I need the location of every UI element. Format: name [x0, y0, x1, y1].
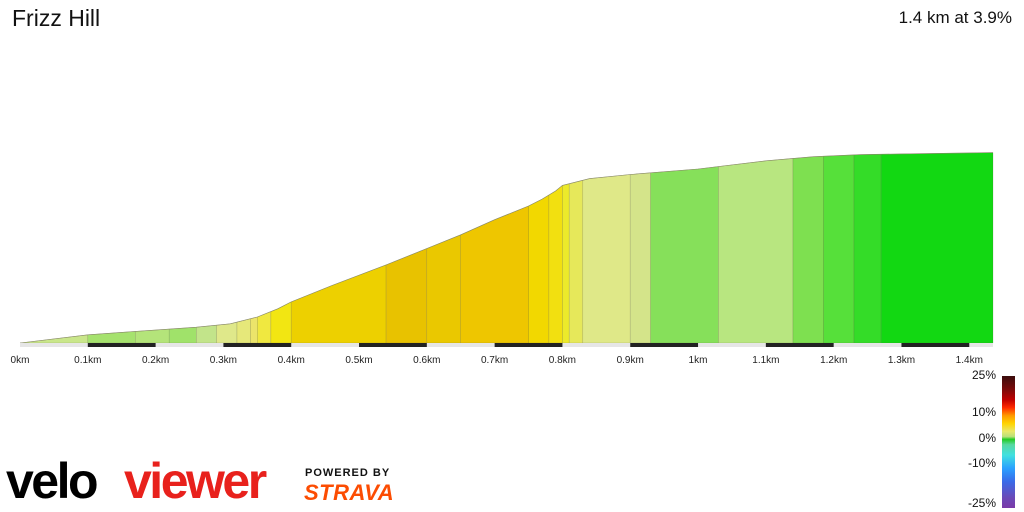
gradient-segment-9: [270, 301, 292, 344]
axis-band-dark-3: [223, 343, 292, 347]
gradient-segment-18: [582, 174, 631, 344]
x-tick-label-9: 0.9km: [617, 355, 644, 366]
x-tick-label-5: 0.5km: [345, 355, 372, 366]
axis-band-dark-13: [901, 343, 970, 347]
legend-color-bar: [1002, 376, 1015, 508]
gradient-segment-13: [460, 205, 529, 344]
gradient-segment-23: [823, 154, 855, 344]
elevation-profile-chart: 0km 0.1km 0.2km 0.3km 0.4km 0.5km 0.6km 0.7km 0.…: [11, 152, 994, 366]
gradient-segment-5: [216, 321, 238, 344]
gradient-segment-14: [528, 194, 550, 344]
gradient-segment-7: [250, 316, 258, 344]
legend-label-0: 0%: [978, 431, 996, 445]
axis-band-dark-5: [359, 343, 427, 347]
x-tick-label-3: 0.3km: [210, 355, 237, 366]
legend-label-10: 10%: [971, 405, 996, 419]
x-tick-label-11: 1.1km: [752, 355, 779, 366]
axis-band-dark-1: [87, 343, 156, 347]
gradient-segment-19: [629, 172, 651, 344]
veloviewer-strava-branding: velo viewer POWERED BY STRAVA: [6, 450, 426, 510]
x-tick-label-1: 0.1km: [74, 355, 101, 366]
gradient-segment-20: [650, 166, 719, 344]
gradient-segment-25: [880, 152, 994, 344]
segment-summary: 1.4 km at 3.9%: [898, 8, 1012, 27]
gradient-segment-16: [562, 183, 570, 344]
x-tick-label-14: 1.4km: [956, 355, 983, 366]
powered-by-label: POWERED BY: [305, 467, 391, 479]
legend-label-minus10: -10%: [967, 456, 996, 470]
x-tick-label-13: 1.3km: [888, 355, 915, 366]
gradient-segment-4: [196, 324, 217, 344]
x-tick-label-10: 1km: [689, 355, 708, 366]
veloviewer-logo-velo: velo: [6, 453, 99, 509]
distance-axis: 0km 0.1km 0.2km 0.3km 0.4km 0.5km 0.6km 0.7km 0.…: [11, 343, 993, 366]
x-tick-label-6: 0.6km: [413, 355, 440, 366]
gradient-segment-21: [718, 158, 794, 344]
legend-label-minus25: -25%: [967, 496, 996, 510]
x-tick-label-4: 0.4km: [278, 355, 305, 366]
gradient-segment-12: [426, 234, 461, 344]
gradient-segments: [19, 152, 994, 344]
gradient-segment-6: [236, 318, 251, 344]
gradient-segment-22: [792, 155, 824, 344]
gradient-segment-17: [568, 179, 584, 344]
gradient-segment-3: [168, 326, 197, 344]
x-tick-label-0: 0km: [11, 355, 30, 366]
gradient-segment-15: [548, 184, 563, 344]
gradient-segment-10: [290, 264, 387, 344]
axis-band-dark-7: [494, 343, 563, 347]
x-tick-label-12: 1.2km: [820, 355, 847, 366]
axis-band-dark-11: [765, 343, 834, 347]
x-tick-label-8: 0.8km: [549, 355, 576, 366]
profile-outline: [19, 152, 994, 344]
axis-band-dark-9: [630, 343, 699, 347]
segment-title: Frizz Hill: [12, 5, 101, 31]
x-tick-label-2: 0.2km: [142, 355, 169, 366]
legend-label-25: 25%: [971, 368, 996, 382]
strava-logo: STRAVA: [304, 480, 395, 505]
x-tick-label-7: 0.7km: [481, 355, 508, 366]
gradient-legend: 25% 10% 0% -10% -25%: [940, 368, 1024, 512]
veloviewer-logo-viewer: viewer: [124, 453, 267, 509]
gradient-segment-24: [853, 154, 882, 344]
